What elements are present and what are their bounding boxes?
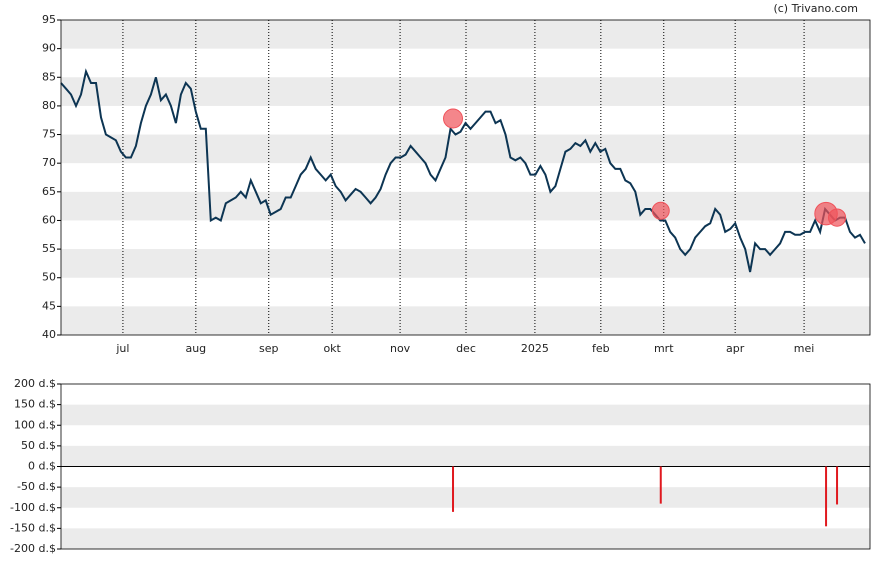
y-tick-label: 100 d.$ [14,418,56,431]
y-tick-label: 80 [42,99,56,112]
trade-marker [827,208,847,227]
band [61,528,870,549]
x-tick-label: aug [185,342,206,355]
y-tick-label: 50 d.$ [21,439,56,452]
x-tick-label: dec [456,342,476,355]
y-tick-label: 60 [42,213,56,226]
y-tick-label: 45 [42,299,56,312]
y-tick-label: 85 [42,70,56,83]
credit: (c) Trivano.com [773,2,858,15]
trade-marker [443,108,464,129]
y-tick-label: 200 d.$ [14,377,56,390]
bar [452,466,455,512]
y-tick-label: 150 d.$ [14,398,56,411]
x-tick-label: nov [390,342,411,355]
band [61,487,870,508]
x-tick-label: sep [259,342,278,355]
bar [825,466,828,527]
y-tick-label: 50 [42,271,56,284]
y-tick-label: -150 d.$ [10,521,56,534]
x-tick-label: mei [794,342,815,355]
band [61,445,870,467]
y-tick-label: -50 d.$ [17,480,56,493]
plot-frame [60,383,871,550]
x-tick-label: mrt [654,342,674,355]
bar [836,466,839,505]
y-tick-label: 70 [42,156,56,169]
x-tick-label: 2025 [521,342,549,355]
bar [659,466,662,504]
y-tick-label: 40 [42,328,56,341]
x-tick-label: okt [323,342,341,355]
y-tick-label: -200 d.$ [10,542,56,555]
band [61,404,870,426]
x-tick-label: apr [726,342,745,355]
plot-frame [60,19,871,336]
y-tick-label: 55 [42,242,56,255]
y-tick-label: 95 [42,13,56,26]
x-tick-label: jul [115,342,129,355]
y-tick-label: 65 [42,185,56,198]
y-tick-label: 90 [42,42,56,55]
y-tick-label: 75 [42,128,56,141]
price-line [60,68,866,273]
band [61,20,870,49]
y-tick-label: -100 d.$ [10,501,56,514]
x-tick-label: feb [592,342,610,355]
y-tick-label: 0 d.$ [28,460,56,473]
trade-marker [651,201,670,220]
